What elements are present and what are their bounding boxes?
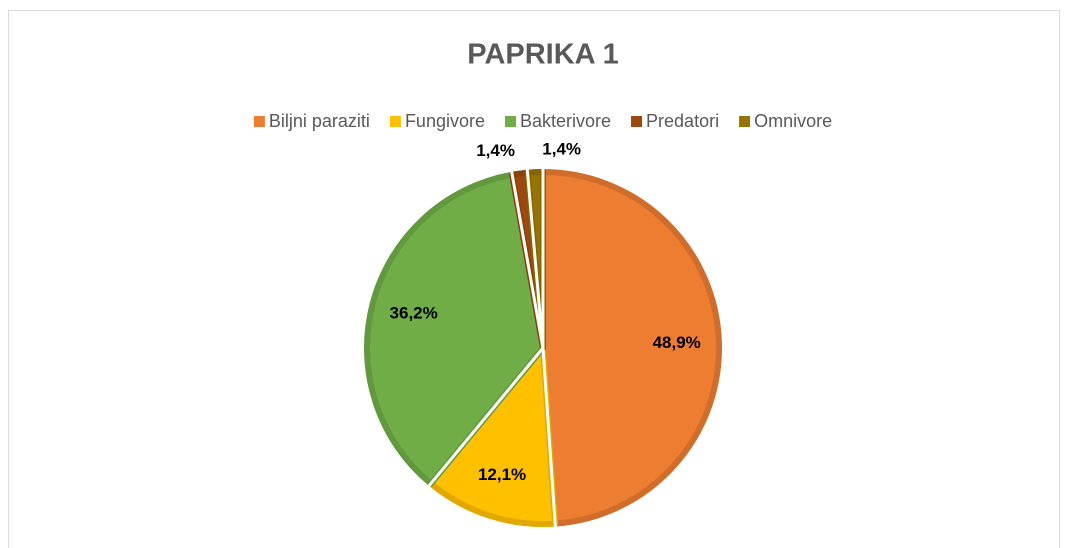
slice-separator <box>541 347 557 527</box>
legend-label: Predatori <box>646 111 719 131</box>
legend-label: Bakterivore <box>520 111 611 131</box>
legend-swatch <box>389 116 401 127</box>
pie-slice-outline <box>427 345 559 527</box>
pie-slice <box>427 345 559 527</box>
legend-swatch <box>631 116 643 127</box>
pie-slice-outline <box>364 171 546 487</box>
legend-swatch <box>739 116 751 127</box>
chart-title: PAPRIKA 1 <box>467 39 618 71</box>
slice-separator <box>510 171 545 349</box>
pie-slice <box>540 169 723 527</box>
slice-separator <box>525 169 545 349</box>
data-label: 12,1% <box>478 465 526 484</box>
data-label: 48,9% <box>653 333 701 352</box>
pie-slice <box>364 171 546 487</box>
pie-slice-outline <box>540 169 723 527</box>
data-label: 1,4% <box>542 140 581 159</box>
legend-swatch <box>504 116 516 127</box>
legend-label: Biljni paraziti <box>269 111 370 131</box>
data-label: 36,2% <box>390 303 438 322</box>
legend-swatch <box>253 116 265 127</box>
legend-label: Fungivore <box>405 111 485 131</box>
legend-label: Omnivore <box>754 111 832 131</box>
data-label: 1,4% <box>476 141 515 160</box>
slice-separator <box>427 347 545 487</box>
